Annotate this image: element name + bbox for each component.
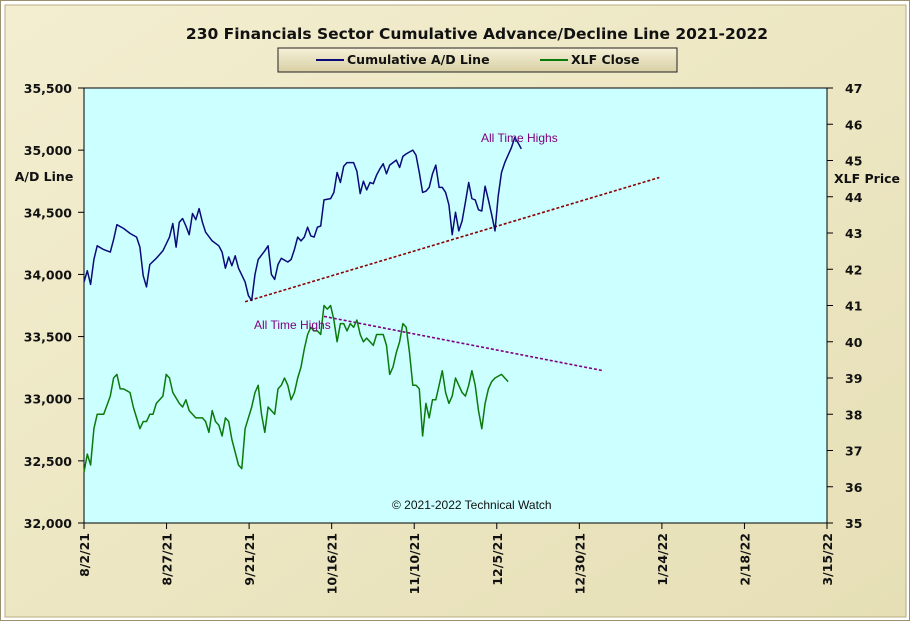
xlf-trendline <box>323 315 604 372</box>
trendlines <box>244 176 660 372</box>
y-axis-right-ticks: 35 36 37 38 39 40 41 42 43 44 45 46 47 <box>827 81 863 531</box>
plot-area <box>83 87 828 524</box>
y-axis-left-ticks: 32,000 32,500 33,000 33,500 34,000 34,500 35,0… <box>24 81 84 531</box>
y-right-tick-label: 41 <box>845 299 862 314</box>
series-line-ad <box>83 136 522 302</box>
x-axis-ticks: 8/2/21 8/27/21 9/21/21 10/16/21 11/10/21 12/5… <box>77 523 835 594</box>
y-left-tick-label: 34,500 <box>24 205 73 220</box>
y-right-tick-label: 35 <box>845 516 862 531</box>
y-left-tick-label: 33,500 <box>24 330 73 345</box>
y-right-tick-label: 36 <box>845 480 863 495</box>
series-lines <box>83 136 522 473</box>
y-right-tick-label: 39 <box>845 371 862 386</box>
x-tick-label: 8/27/21 <box>160 533 175 586</box>
y-right-tick-label: 46 <box>845 117 863 132</box>
y-right-tick-label: 45 <box>845 154 862 169</box>
y-right-tick-label: 42 <box>845 262 862 277</box>
legend-label-xlf: XLF Close <box>571 52 639 67</box>
x-tick-label: 2/18/22 <box>737 533 752 586</box>
annotation-ad-all-time-highs: All Time Highs <box>481 131 558 145</box>
x-tick-label: 11/10/21 <box>407 533 422 594</box>
chart-title: 230 Financials Sector Cumulative Advance… <box>186 25 768 43</box>
x-tick-label: 12/30/21 <box>572 533 587 594</box>
y-axis-right-label: XLF Price <box>834 171 900 186</box>
y-left-tick-label: 33,000 <box>24 392 73 407</box>
legend-box <box>277 47 678 73</box>
y-right-tick-label: 47 <box>845 81 862 96</box>
legend: Cumulative A/D Line XLF Close <box>277 47 678 73</box>
copyright-text: © 2021-2022 Technical Watch <box>392 498 552 512</box>
y-right-tick-label: 38 <box>845 407 862 422</box>
y-left-tick-label: 34,000 <box>24 267 73 282</box>
y-left-tick-label: 35,000 <box>24 143 73 158</box>
y-right-tick-label: 40 <box>845 335 863 350</box>
y-right-tick-label: 37 <box>845 444 862 459</box>
y-left-tick-label: 35,500 <box>24 81 73 96</box>
x-tick-label: 9/21/21 <box>242 533 257 586</box>
y-left-tick-label: 32,500 <box>24 454 73 469</box>
series-line-xlf <box>83 304 509 473</box>
x-tick-label: 8/2/21 <box>77 533 92 577</box>
x-tick-label: 10/16/21 <box>325 533 340 594</box>
y-axis-left-label: A/D Line <box>15 169 74 184</box>
x-tick-label: 12/5/21 <box>490 533 505 586</box>
x-tick-label: 3/15/22 <box>820 533 835 586</box>
y-left-tick-label: 32,000 <box>24 516 73 531</box>
y-right-tick-label: 44 <box>845 190 863 205</box>
annotation-xlf-all-time-highs: All Time Highs <box>254 318 331 332</box>
ad-line-trendline <box>244 176 660 303</box>
legend-label-ad-line: Cumulative A/D Line <box>347 52 490 67</box>
x-tick-label: 1/24/22 <box>655 533 670 586</box>
y-right-tick-label: 43 <box>845 226 862 241</box>
